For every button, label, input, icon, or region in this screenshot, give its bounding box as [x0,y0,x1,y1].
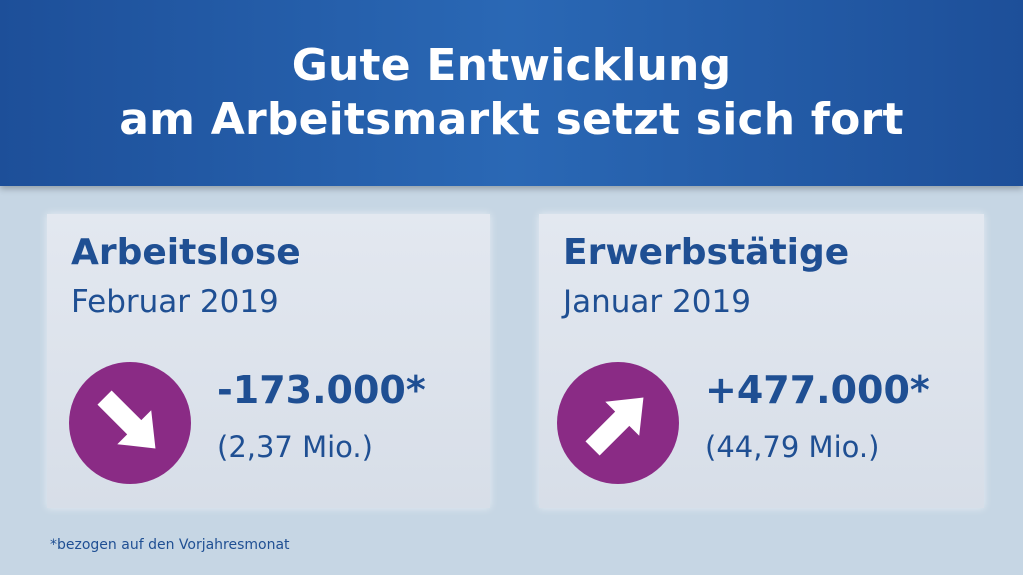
arrow-up-right-icon [557,362,679,484]
footnote: *bezogen auf den Vorjahresmonat [50,537,290,553]
card-title: Erwerbstätige [563,232,850,273]
change-value: -173.000* [217,368,426,412]
page-title-line-1: Gute Entwicklung [291,40,732,91]
total-value: (44,79 Mio.) [705,430,880,464]
page-title-line-2: am Arbeitsmarkt setzt sich fort [119,94,904,145]
card-period: Februar 2019 [71,284,279,320]
employed-card: Erwerbstätige Januar 2019 +477.000* (44,… [539,214,984,508]
unemployed-card: Arbeitslose Februar 2019 -173.000* (2,37… [47,214,490,508]
total-value: (2,37 Mio.) [217,430,373,464]
change-value: +477.000* [705,368,930,412]
card-title: Arbeitslose [71,232,301,273]
arrow-down-right-icon [69,362,191,484]
header-banner: Gute Entwicklung am Arbeitsmarkt setzt s… [0,0,1023,186]
card-period: Januar 2019 [563,284,751,320]
